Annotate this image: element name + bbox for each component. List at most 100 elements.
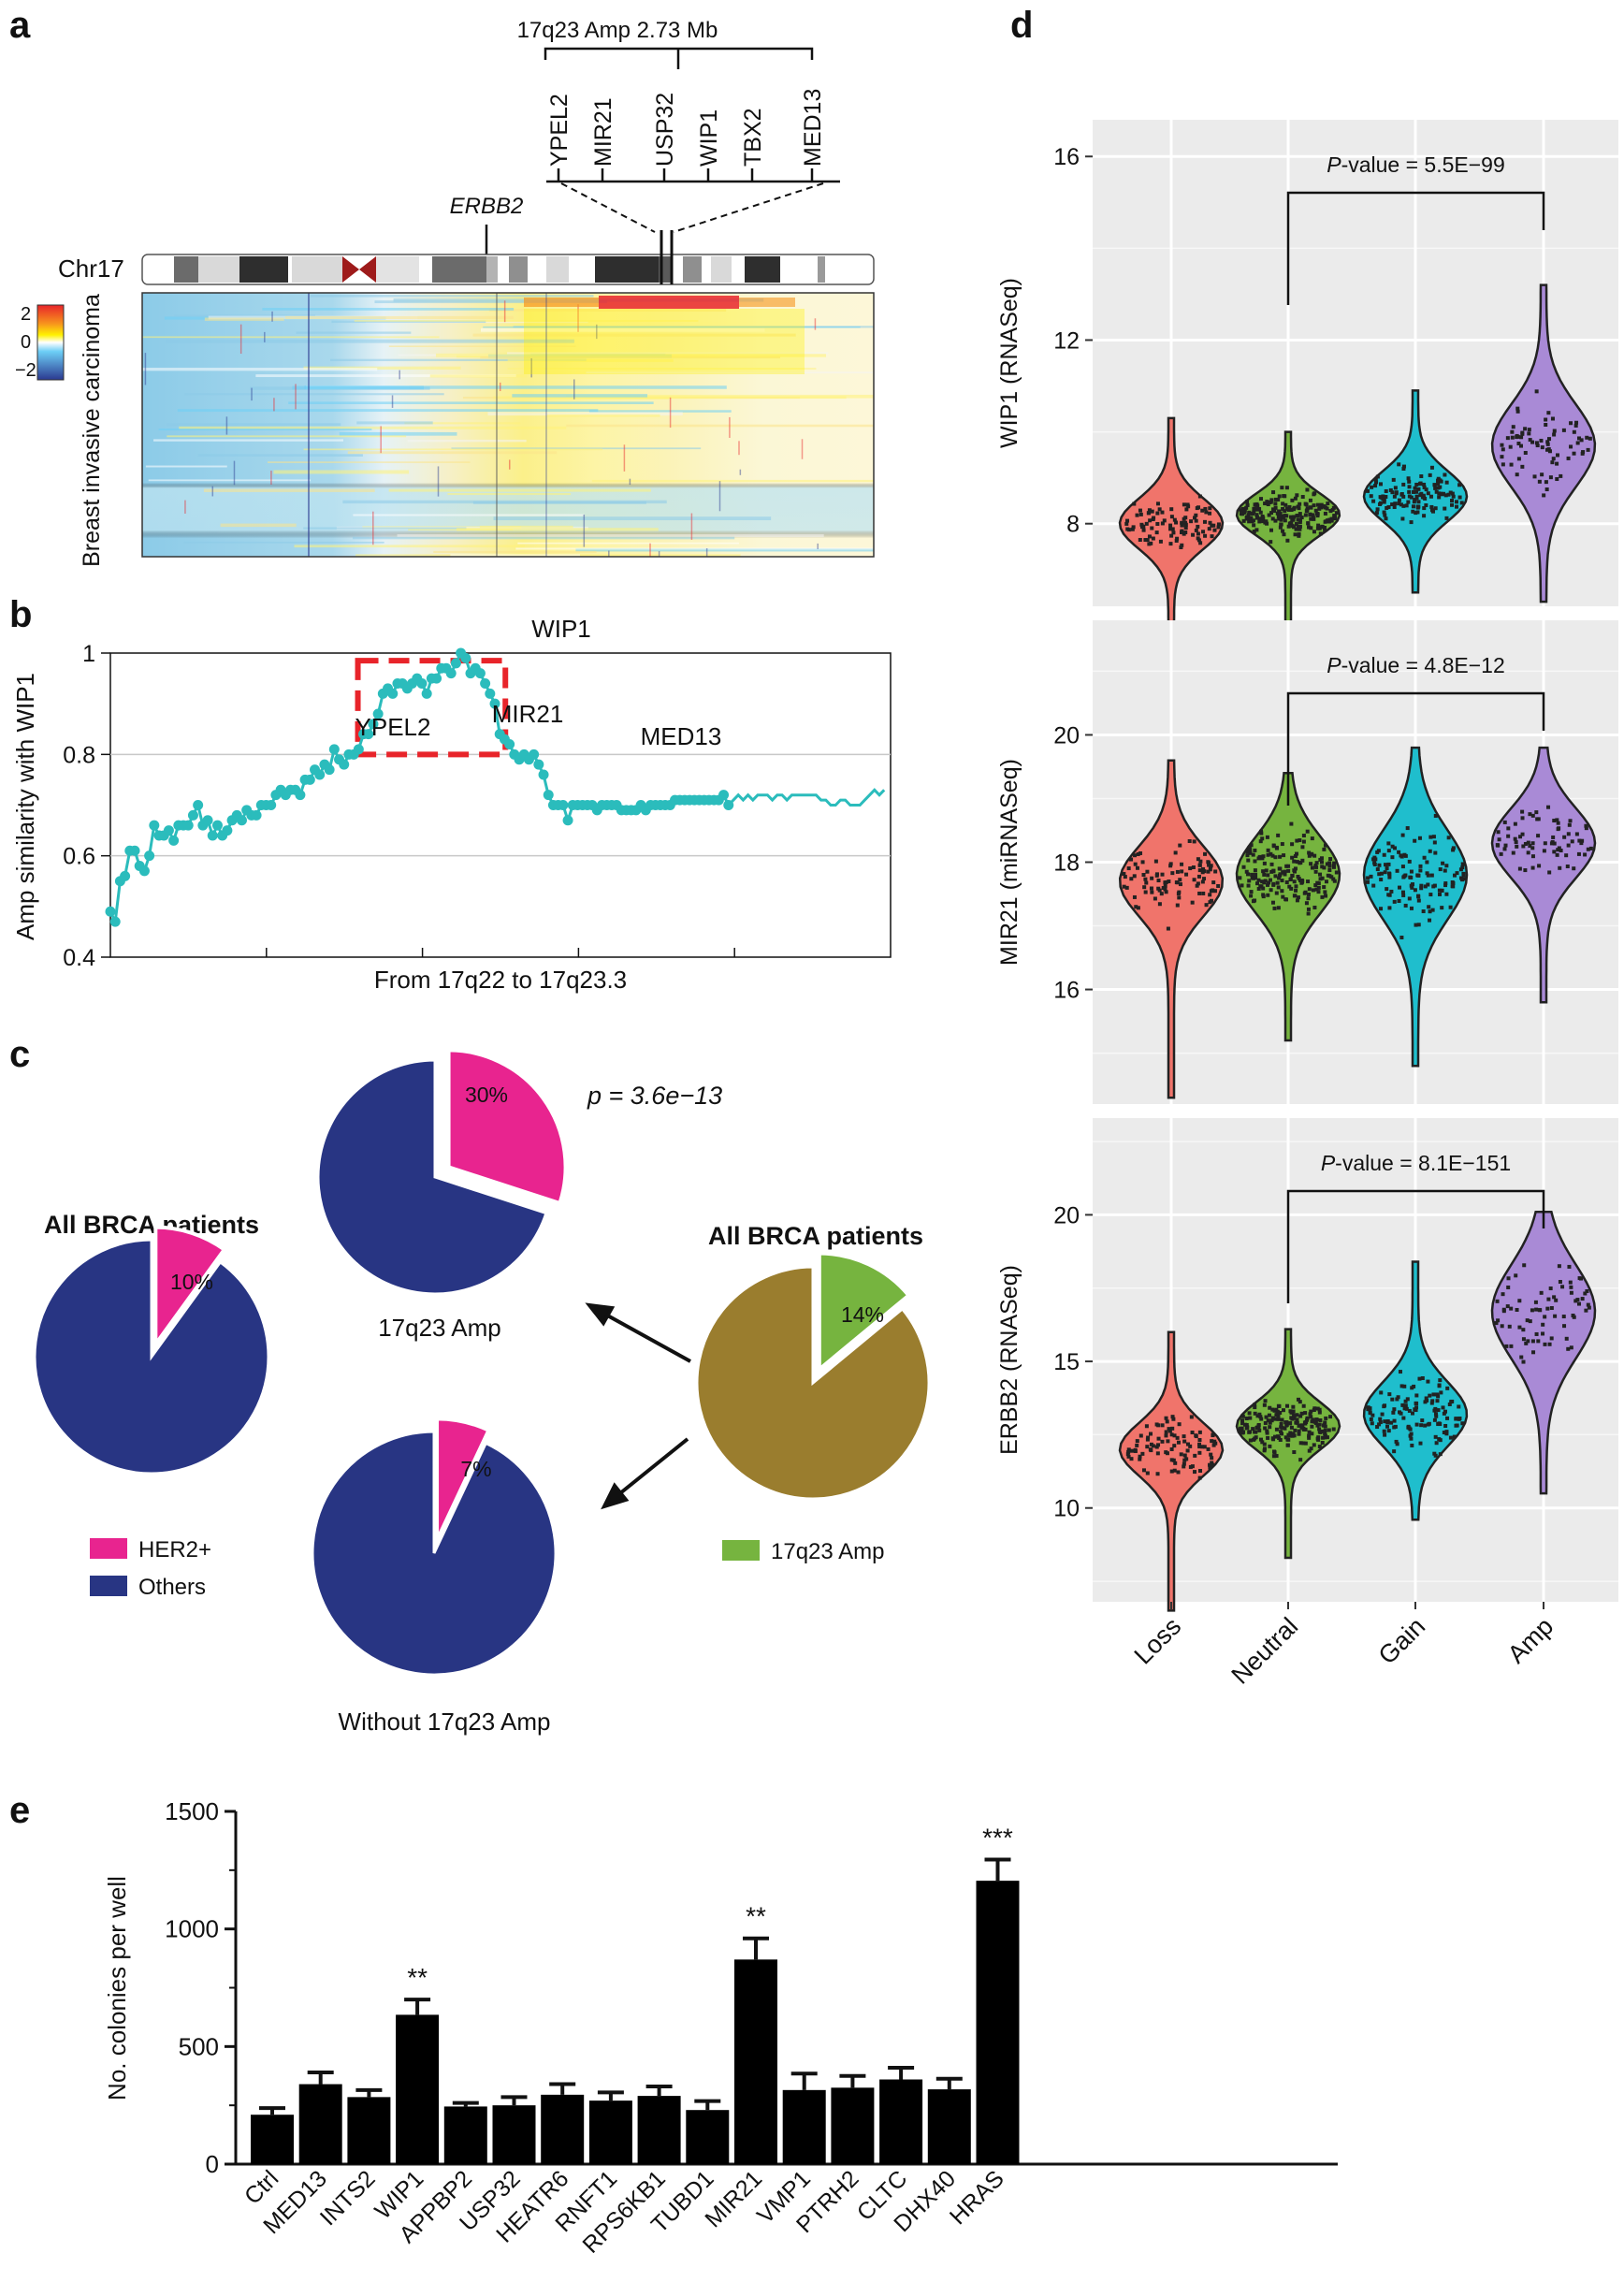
jitter-point [1506,1276,1511,1281]
jitter-point [1307,1435,1312,1440]
jitter-point [1414,1422,1419,1427]
jitter-point [1253,859,1257,864]
jitter-point [1265,1429,1269,1433]
heatmap-speck [705,548,708,557]
jitter-point [1552,429,1557,433]
bar-wip1 [396,2014,440,2164]
jitter-point [1240,1418,1245,1423]
similarity-point [416,678,428,689]
jitter-point [1180,869,1184,874]
jitter-point [1289,1425,1294,1430]
jitter-point [1424,487,1428,492]
gene-label-tbx2: TBX2 [740,108,766,167]
jitter-point [1572,451,1576,456]
jitter-point [1259,829,1264,834]
jitter-point [1516,442,1521,446]
jitter-point [1443,1409,1447,1414]
jitter-point [1309,1409,1313,1414]
jitter-point [1435,1399,1440,1403]
jitter-point [1315,514,1320,518]
jitter-point [1238,876,1242,880]
bar-y-tick-label: 0 [206,2150,219,2178]
heatmap-row-stripe [517,542,739,545]
jitter-point [1454,1417,1458,1421]
jitter-point [1323,1432,1327,1436]
jitter-point [1293,854,1298,859]
heatmap-row-stripe [586,371,873,374]
jitter-point [1180,520,1184,525]
jitter-point [1129,1457,1134,1461]
jitter-point [1307,850,1312,855]
jitter-point [1246,858,1251,863]
heatmap-speck [233,460,236,486]
jitter-point [1198,859,1203,864]
jitter-point [1298,1414,1303,1418]
jitter-point [1533,1300,1538,1304]
jitter-point [1125,1452,1130,1457]
jitter-point [1429,508,1434,513]
annotation-mir21: MIR21 [492,700,564,728]
jitter-point [1416,487,1421,491]
jitter-point [1295,1413,1299,1417]
jitter-point [1270,516,1275,521]
jitter-point [1549,1306,1554,1311]
jitter-point [1289,886,1294,891]
jitter-point [1399,853,1403,858]
jitter-point [1273,501,1278,506]
jitter-point [1323,1424,1327,1429]
legend-label-17q23: 17q23 Amp [771,1539,884,1564]
jitter-point [1413,498,1417,502]
jitter-point [1431,1392,1436,1397]
jitter-point [1311,888,1315,893]
jitter-point [1390,1397,1395,1402]
jitter-point [1282,853,1286,858]
jitter-point [1129,857,1134,862]
jitter-point [1260,879,1265,884]
jitter-point [1197,1445,1202,1449]
jitter-point [1288,878,1293,882]
jitter-point [1433,850,1438,855]
jitter-point [1126,1447,1131,1452]
jitter-point [1156,886,1161,891]
jitter-point [1545,440,1550,444]
jitter-point [1303,1441,1308,1446]
jitter-point [1442,1411,1446,1416]
jitter-point [1254,1426,1259,1431]
jitter-point [1285,1443,1290,1447]
similarity-point [485,688,496,699]
jitter-point [1302,891,1307,895]
jitter-point [1300,845,1305,850]
jitter-point [1443,472,1447,477]
jitter-point [1262,872,1267,877]
jitter-point [1197,1430,1202,1434]
jitter-point [1294,521,1298,526]
jitter-point [1366,488,1370,493]
jitter-point [1423,1400,1428,1404]
jitter-point [1175,1435,1180,1440]
jitter-point [1159,892,1164,896]
jitter-point [1446,492,1451,497]
similarity-point [353,744,364,755]
jitter-point [1210,534,1214,539]
gene-label-ypel2: YPEL2 [546,94,573,167]
jitter-point [1577,838,1582,843]
jitter-point [1333,516,1338,521]
jitter-point [1156,1436,1161,1441]
jitter-point [1393,501,1398,506]
jitter-point [1271,1454,1276,1459]
heatmap-row-stripe [197,454,363,457]
jitter-point [1274,1454,1279,1459]
jitter-point [1260,856,1265,861]
jitter-point [1264,519,1269,524]
jitter-point [1313,883,1318,888]
jitter-point [1194,518,1198,523]
jitter-point [1326,518,1330,523]
jitter-point [1293,866,1298,871]
jitter-point [1280,879,1284,883]
bar-dhx40 [927,2089,971,2164]
jitter-point [1248,850,1253,855]
violin-jitter-amp [1500,389,1592,498]
jitter-point [1216,525,1221,530]
jitter-point [1520,832,1525,836]
jitter-point [1511,850,1515,855]
